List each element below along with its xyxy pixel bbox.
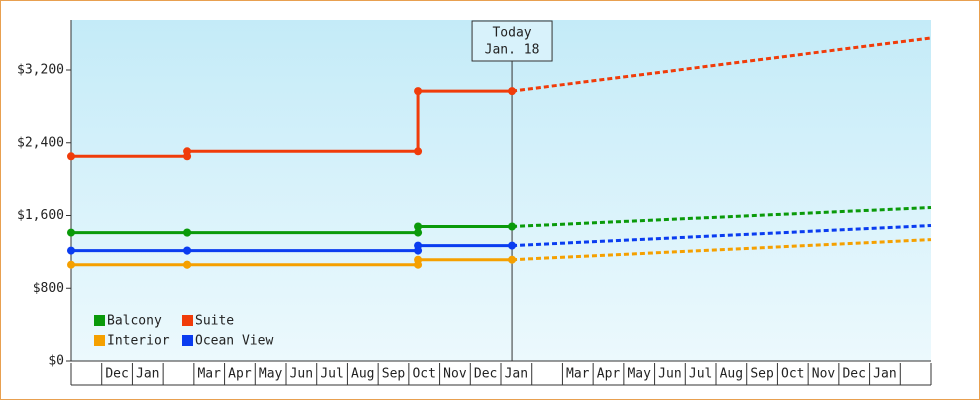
x-tick-label: Dec	[474, 367, 497, 382]
legend-label: Interior	[107, 334, 170, 349]
x-tick-label: Nov	[443, 367, 467, 382]
price-point	[183, 260, 192, 269]
price-point	[67, 228, 75, 237]
x-tick-label: May	[259, 367, 283, 382]
today-date: Jan. 18	[485, 43, 540, 58]
legend-label: Suite	[195, 314, 234, 329]
x-tick-label: Dec	[842, 367, 865, 382]
price-point	[183, 147, 192, 156]
x-tick-label: Jul	[320, 367, 343, 382]
today-label: Today	[492, 26, 531, 41]
forecast-line	[511, 238, 932, 262]
price-point	[414, 147, 423, 156]
y-tick-label: $1,600	[17, 208, 64, 223]
legend-swatch	[182, 335, 193, 346]
x-tick-label: Mar	[566, 367, 590, 382]
x-tick-label: Aug	[720, 367, 743, 382]
price-point	[183, 246, 192, 255]
x-tick-label: Jul	[689, 367, 712, 382]
price-line	[71, 89, 513, 158]
price-point	[183, 228, 192, 237]
y-tick-label: $2,400	[17, 135, 64, 150]
plot-area	[71, 20, 931, 361]
forecast-line	[511, 224, 932, 248]
x-tick-label: Sep	[382, 367, 406, 382]
legend-swatch	[94, 315, 105, 326]
x-tick-label: Jan	[505, 367, 528, 382]
y-tick-label: $800	[33, 281, 64, 296]
price-point	[414, 87, 423, 96]
legend-swatch	[182, 315, 193, 326]
x-tick-label: Nov	[812, 367, 836, 382]
legend-label: Balcony	[107, 314, 162, 329]
x-tick-label: Apr	[597, 367, 621, 382]
x-tick-label: Jun	[658, 367, 681, 382]
x-tick-label: Sep	[750, 367, 774, 382]
price-point	[67, 152, 75, 161]
price-point	[414, 255, 423, 264]
x-tick-label: Dec	[105, 367, 128, 382]
x-tick-label: Oct	[781, 367, 804, 382]
x-tick-label: Mar	[197, 367, 221, 382]
forecast-line	[511, 36, 932, 93]
price-point	[414, 222, 423, 231]
legend-label: Ocean View	[195, 334, 273, 349]
price-point	[508, 222, 517, 231]
x-tick-label: Aug	[351, 367, 374, 382]
legend-swatch	[94, 335, 105, 346]
price-point	[508, 241, 517, 250]
today-box	[471, 20, 553, 62]
price-point	[67, 260, 75, 269]
y-tick-label: $3,200	[17, 63, 64, 78]
price-point	[67, 246, 75, 255]
x-tick-label: Jan	[136, 367, 159, 382]
x-tick-label: Jan	[873, 367, 896, 382]
price-point	[508, 255, 517, 264]
x-tick-label: May	[627, 367, 651, 382]
price-point	[508, 87, 517, 96]
price-point	[414, 228, 423, 237]
price-point	[414, 241, 423, 250]
y-tick-label: $0	[48, 354, 64, 369]
forecast-line	[511, 206, 932, 229]
x-tick-label: Jun	[290, 367, 313, 382]
x-tick-label: Oct	[412, 367, 435, 382]
x-tick-label: Apr	[228, 367, 252, 382]
